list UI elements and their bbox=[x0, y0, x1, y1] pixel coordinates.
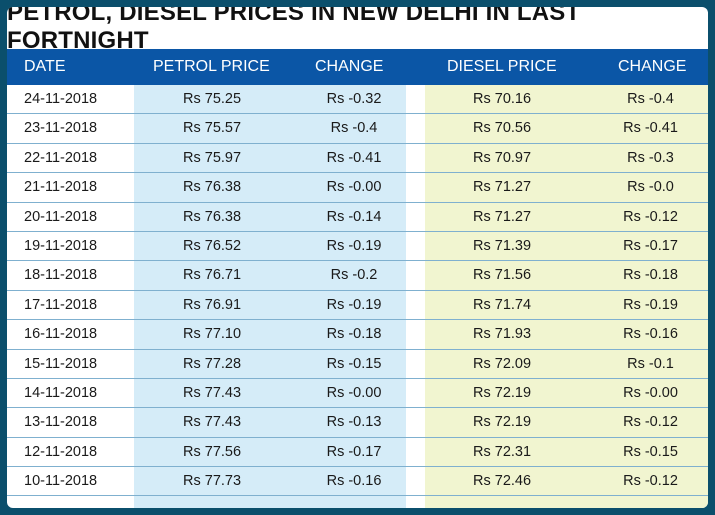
table-row: 19-11-2018 Rs 76.52 Rs -0.19 Rs 71.39 Rs -0.… bbox=[7, 232, 708, 262]
petrol-price-cell: Rs 75.57 bbox=[183, 120, 242, 137]
table-row: 15-11-2018 Rs 77.28 Rs -0.15 Rs 72.09 Rs -0.… bbox=[7, 350, 708, 379]
diesel-price-cell: Rs 72.46 bbox=[473, 473, 532, 490]
table-row: 23-11-2018 Rs 75.57 Rs -0.4 Rs 70.56 Rs -0.4… bbox=[7, 114, 708, 144]
table-row: 14-11-2018 Rs 77.43 Rs -0.00 Rs 72.19 Rs -0.… bbox=[7, 379, 708, 409]
diesel-price-cell: Rs 71.27 bbox=[473, 179, 532, 196]
petrol-change-cell: Rs -0.15 bbox=[326, 355, 382, 372]
diesel-price-cell: Rs 70.16 bbox=[473, 91, 532, 107]
petrol-price-cell: Rs 77.43 bbox=[183, 384, 242, 401]
diesel-change-cell: Rs -0.19 bbox=[623, 296, 678, 313]
date-cell: 22-11-2018 bbox=[24, 149, 98, 166]
date-cell: 14-11-2018 bbox=[24, 384, 98, 401]
header-diesel-change: CHANGE bbox=[618, 58, 687, 75]
diesel-price-cell: Rs 72.09 bbox=[473, 355, 532, 372]
diesel-price-cell: Rs 71.39 bbox=[473, 237, 532, 254]
date-cell: 12-11-2018 bbox=[24, 443, 98, 460]
date-cell: 16-11-2018 bbox=[24, 326, 98, 343]
date-cell: 24-11-2018 bbox=[24, 91, 98, 107]
diesel-price-cell: Rs 71.27 bbox=[473, 208, 532, 225]
petrol-price-cell: Rs 76.91 bbox=[183, 296, 242, 313]
petrol-price-cell: Rs 77.43 bbox=[183, 414, 242, 431]
date-cell: 20-11-2018 bbox=[24, 208, 98, 225]
table-row: 10-11-2018 Rs 77.73 Rs -0.16 Rs 72.46 Rs -0.… bbox=[7, 467, 708, 497]
petrol-price-cell: Rs 76.71 bbox=[183, 267, 242, 284]
petrol-change-cell: Rs -0.19 bbox=[326, 296, 382, 313]
table-row: 22-11-2018 Rs 75.97 Rs -0.41 Rs 70.97 Rs -0.… bbox=[7, 144, 708, 174]
diesel-change-cell: Rs -0.4 bbox=[627, 91, 674, 107]
diesel-price-cell: Rs 71.93 bbox=[473, 326, 532, 343]
table-row: 13-11-2018 Rs 77.43 Rs -0.13 Rs 72.19 Rs -0.… bbox=[7, 408, 708, 438]
diesel-change-cell: Rs -0.12 bbox=[623, 414, 678, 431]
diesel-change-cell: Rs -0.0 bbox=[627, 179, 674, 196]
diesel-price-cell: Rs 72.19 bbox=[473, 414, 532, 431]
header-date: DATE bbox=[24, 58, 66, 75]
page-title: PETROL, DIESEL PRICES IN NEW DELHI IN LA… bbox=[7, 7, 581, 54]
petrol-price-cell: Rs 76.52 bbox=[183, 237, 242, 254]
diesel-price-cell: Rs 70.97 bbox=[473, 149, 532, 166]
diesel-change-cell: Rs -0.12 bbox=[623, 208, 678, 225]
petrol-change-cell: Rs -0.19 bbox=[326, 237, 382, 254]
diesel-price-cell: Rs 71.74 bbox=[473, 296, 532, 313]
table-body: 24-11-2018 Rs 75.25 Rs -0.32 Rs 70.16 Rs -0.… bbox=[7, 85, 708, 508]
petrol-change-cell: Rs -0.41 bbox=[326, 149, 382, 166]
diesel-change-cell: Rs -0.17 bbox=[623, 237, 678, 254]
petrol-change-cell: Rs -0.13 bbox=[326, 414, 382, 431]
petrol-price-cell: Rs 75.97 bbox=[183, 149, 242, 166]
petrol-change-cell: Rs -0.14 bbox=[326, 208, 382, 225]
date-cell: 13-11-2018 bbox=[24, 414, 98, 431]
date-cell: 18-11-2018 bbox=[24, 267, 98, 284]
table-row: 21-11-2018 Rs 76.38 Rs -0.00 Rs 71.27 Rs -0.… bbox=[7, 173, 708, 203]
table-row: 18-11-2018 Rs 76.71 Rs -0.2 Rs 71.56 Rs -0.1… bbox=[7, 261, 708, 291]
header-diesel-price: DIESEL PRICE bbox=[447, 58, 557, 75]
petrol-price-cell: Rs 77.56 bbox=[183, 443, 242, 460]
diesel-price-cell: Rs 70.56 bbox=[473, 120, 532, 137]
petrol-change-cell: Rs -0.00 bbox=[326, 384, 382, 401]
table-header: DATE PETROL PRICE CHANGE DIESEL PRICE CH… bbox=[7, 49, 708, 85]
petrol-price-cell: Rs 77.28 bbox=[183, 355, 242, 372]
table-row: 16-11-2018 Rs 77.10 Rs -0.18 Rs 71.93 Rs -0.… bbox=[7, 320, 708, 350]
diesel-change-cell: Rs -0.18 bbox=[623, 267, 678, 284]
petrol-change-cell: Rs -0.4 bbox=[330, 120, 378, 137]
date-cell: 10-11-2018 bbox=[24, 473, 98, 490]
petrol-change-cell: Rs -0.00 bbox=[326, 179, 382, 196]
diesel-price-cell: Rs 71.56 bbox=[473, 267, 532, 284]
date-cell: 21-11-2018 bbox=[24, 179, 98, 196]
petrol-price-cell: Rs 77.10 bbox=[183, 326, 242, 343]
infographic-card: PETROL, DIESEL PRICES IN NEW DELHI IN LA… bbox=[7, 7, 708, 508]
diesel-change-cell: Rs -0.16 bbox=[623, 326, 678, 343]
table-row: 20-11-2018 Rs 76.38 Rs -0.14 Rs 71.27 Rs -0.… bbox=[7, 203, 708, 232]
header-petrol-price: PETROL PRICE bbox=[153, 58, 270, 75]
table-row: 17-11-2018 Rs 76.91 Rs -0.19 Rs 71.74 Rs -0.… bbox=[7, 291, 708, 321]
petrol-price-cell: Rs 75.25 bbox=[183, 91, 242, 107]
diesel-price-cell: Rs 72.31 bbox=[473, 443, 532, 460]
petrol-change-cell: Rs -0.18 bbox=[326, 326, 382, 343]
table-rows: 24-11-2018 Rs 75.25 Rs -0.32 Rs 70.16 Rs -0.… bbox=[7, 85, 708, 508]
diesel-change-cell: Rs -0.00 bbox=[623, 384, 678, 401]
date-cell: 17-11-2018 bbox=[24, 296, 98, 313]
petrol-price-cell: Rs 76.38 bbox=[183, 208, 242, 225]
petrol-price-cell: Rs 77.73 bbox=[183, 473, 242, 490]
diesel-change-cell: Rs -0.3 bbox=[627, 149, 674, 166]
diesel-price-cell: Rs 72.19 bbox=[473, 384, 532, 401]
petrol-change-cell: Rs -0.32 bbox=[326, 91, 382, 107]
petrol-change-cell: Rs -0.2 bbox=[330, 267, 378, 284]
date-cell: 23-11-2018 bbox=[24, 120, 98, 137]
date-cell: 19-11-2018 bbox=[24, 237, 98, 254]
diesel-change-cell: Rs -0.15 bbox=[623, 443, 678, 460]
diesel-change-cell: Rs -0.12 bbox=[623, 473, 678, 490]
petrol-change-cell: Rs -0.17 bbox=[326, 443, 382, 460]
petrol-change-cell: Rs -0.16 bbox=[326, 473, 382, 490]
diesel-change-cell: Rs -0.41 bbox=[623, 120, 678, 137]
petrol-price-cell: Rs 76.38 bbox=[183, 179, 242, 196]
table-row: 24-11-2018 Rs 75.25 Rs -0.32 Rs 70.16 Rs -0.… bbox=[7, 85, 708, 115]
table-row: 12-11-2018 Rs 77.56 Rs -0.17 Rs 72.31 Rs -0.… bbox=[7, 438, 708, 468]
diesel-change-cell: Rs -0.1 bbox=[627, 355, 674, 372]
date-cell: 15-11-2018 bbox=[24, 355, 98, 372]
header-petrol-change: CHANGE bbox=[315, 58, 384, 75]
